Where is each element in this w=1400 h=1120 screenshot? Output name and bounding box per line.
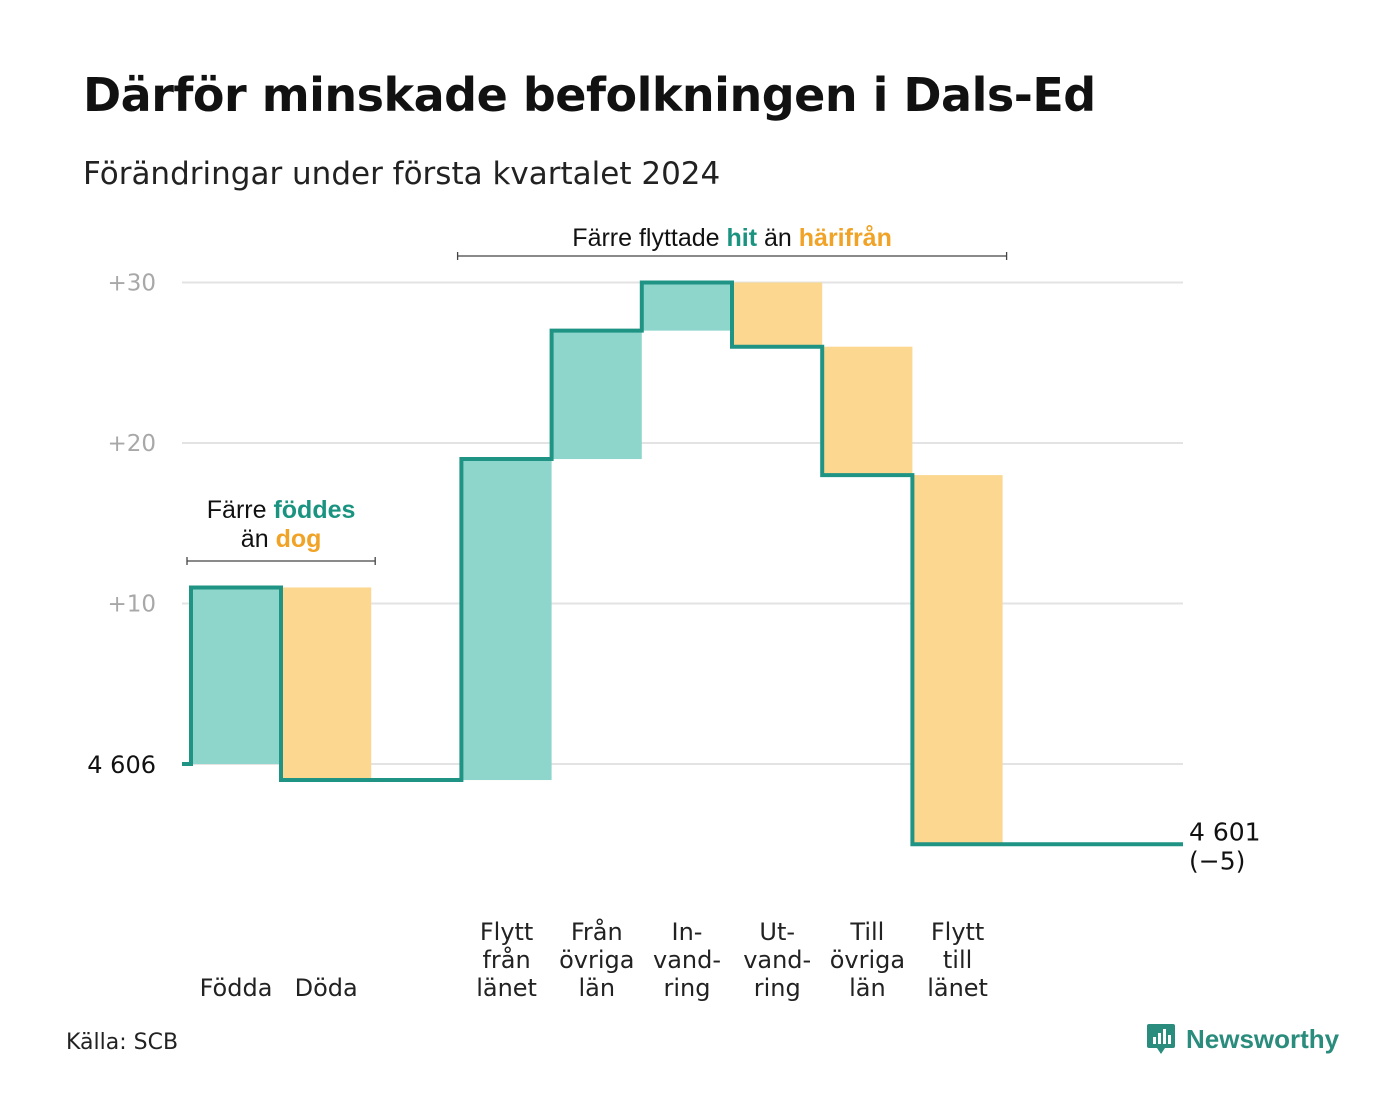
cumulative-line [182,280,1183,847]
waterfall-bar [281,587,372,781]
category-label: Ut- [759,918,795,946]
brand-logo: Newsworthy [1146,1022,1339,1056]
chart-subtitle: Förändringar under första kvartalet 2024 [83,156,721,192]
chart-title: Därför minskade befolkningen i Dals-Ed [83,68,1096,122]
end-diff-label: (−5) [1189,846,1245,875]
source-note: Källa: SCB [66,1030,179,1055]
category-label: Till [849,918,884,946]
y-tick-label: +30 [107,271,156,297]
category-label: övriga [830,946,905,974]
baseline-label: 4 606 [87,751,156,779]
y-tick-label: +10 [107,592,156,618]
end-value-label: 4 601 [1189,817,1261,846]
newsworthy-logo-icon [1147,1024,1175,1054]
annotation-text: Färre flyttade hit än härifrån [572,224,892,252]
annotation-text-part: härifrån [799,224,892,252]
waterfall-bar [642,282,732,331]
category-label: länet [927,974,988,1002]
category-label: vand- [743,946,811,974]
category-label: Från [571,917,623,946]
y-tick-label: +20 [107,431,156,457]
category-label: övriga [559,946,634,974]
category-label: från [482,945,530,974]
annotation-text: Färre föddes [207,496,356,524]
category-label: Flytt [931,918,985,946]
category-label: Födda [200,974,273,1002]
annotation-text-part: än [241,525,276,553]
annotation-text-part: dog [276,525,322,553]
category-label: Döda [295,974,358,1002]
category-label: till [943,946,972,974]
category-label: Flytt [480,918,534,946]
brand-name: Newsworthy [1186,1023,1340,1054]
waterfall-bar [822,346,913,476]
category-label: län [579,974,616,1002]
waterfall-bar [732,282,823,347]
annotation-text-part: Färre flyttade [572,224,726,252]
waterfall-bar [912,475,1003,845]
category-label: ring [754,974,801,1002]
annotation-text-part: än [757,224,799,252]
category-label: län [849,974,886,1002]
annotation-text: än dog [241,525,322,553]
waterfall-bar [461,459,552,781]
category-label: In- [672,918,703,946]
waterfall-bar [551,330,642,460]
category-label: ring [664,974,711,1002]
annotation-text-part: föddes [273,496,355,524]
annotation-text-part: hit [727,224,758,252]
waterfall-bar [191,587,281,764]
category-label: vand- [653,946,721,974]
annotation-text-part: Färre [207,496,274,524]
category-label: länet [476,974,537,1002]
